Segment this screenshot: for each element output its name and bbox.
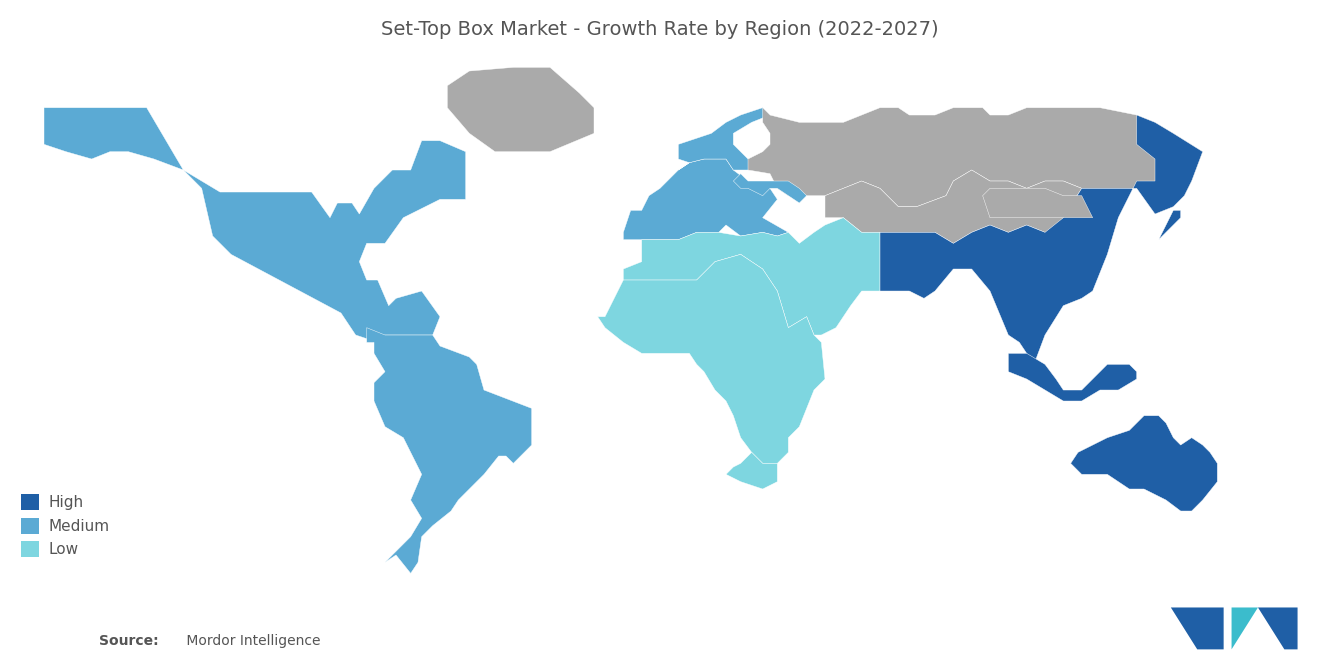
Polygon shape — [734, 174, 807, 203]
Polygon shape — [44, 108, 466, 342]
Polygon shape — [1008, 353, 1137, 401]
Text: Source:: Source: — [99, 634, 158, 648]
Polygon shape — [447, 67, 594, 152]
Polygon shape — [1071, 416, 1217, 511]
Polygon shape — [1232, 608, 1261, 649]
Polygon shape — [623, 217, 880, 335]
Polygon shape — [1137, 210, 1180, 258]
Polygon shape — [748, 108, 1203, 214]
Polygon shape — [623, 159, 788, 239]
Polygon shape — [718, 452, 777, 489]
Polygon shape — [367, 328, 532, 573]
Legend: High, Medium, Low: High, Medium, Low — [21, 494, 110, 557]
Polygon shape — [678, 108, 770, 170]
Polygon shape — [1171, 608, 1224, 649]
Text: Set-Top Box Market - Growth Rate by Region (2022-2027): Set-Top Box Market - Growth Rate by Regi… — [381, 20, 939, 39]
Polygon shape — [982, 188, 1093, 217]
Polygon shape — [880, 115, 1203, 364]
Text: Mordor Intelligence: Mordor Intelligence — [182, 634, 321, 648]
Polygon shape — [825, 170, 1081, 243]
Polygon shape — [598, 254, 825, 464]
Polygon shape — [1258, 608, 1298, 649]
